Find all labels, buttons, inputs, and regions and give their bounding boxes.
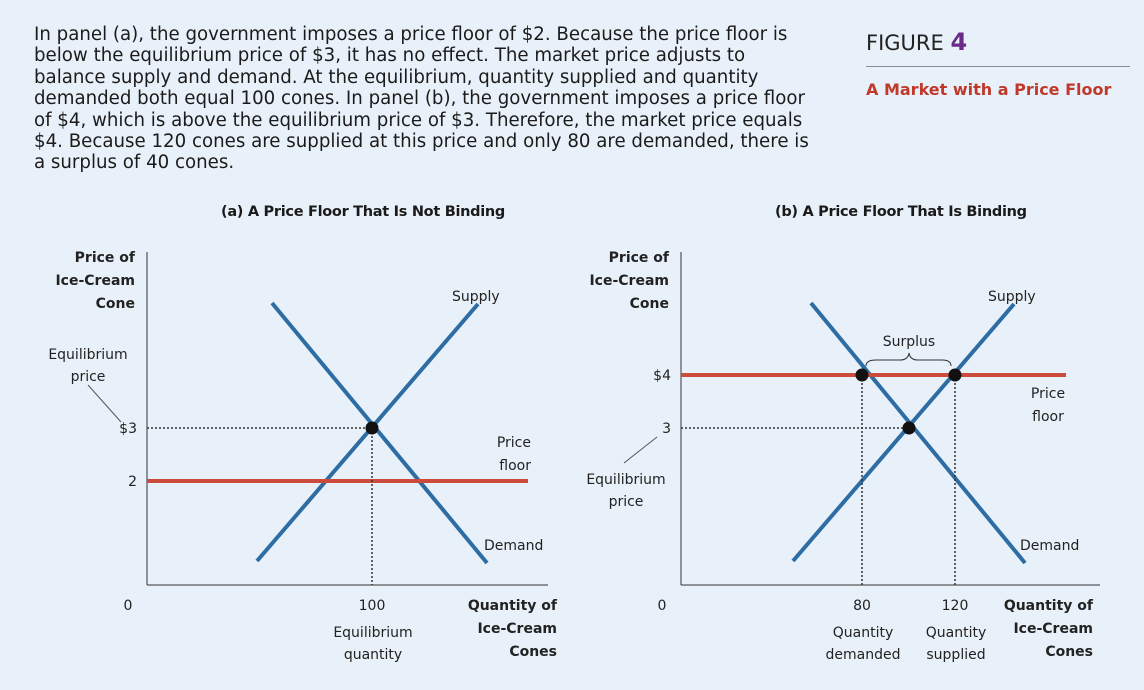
- panel-a-x-tick-label-1: 100: [359, 598, 386, 614]
- panel-b-demand-curve: [809, 301, 1027, 565]
- panel-b-y-label-line-2: Ice-Cream: [589, 273, 669, 289]
- panel-a-y-label-line-2: Ice-Cream: [55, 273, 135, 289]
- panel-b-equilibrium-price-pointer: [623, 436, 658, 464]
- panel-a-x-label-line-2: Ice-Cream: [477, 621, 557, 637]
- panel-a-equilibrium-price-annotation-line-1: Equilibrium: [48, 347, 127, 363]
- figure-label: FIGURE 4: [866, 28, 967, 56]
- panel-b-quantity-supplied-point: [948, 368, 962, 382]
- panel-a-title: (a) A Price Floor That Is Not Binding: [221, 204, 506, 220]
- panel-b-x-label-line-3: Cones: [1045, 644, 1093, 660]
- panel-a-price-floor-label-line-1: Price: [497, 435, 531, 451]
- panel-b-demand-label: Demand: [1020, 538, 1079, 554]
- panel-b-supply-curve: [791, 302, 1016, 563]
- panel-b-equilibrium-price-annotation-line-1: Equilibrium: [586, 472, 665, 488]
- panel-b-title: (b) A Price Floor That Is Binding: [775, 204, 1027, 220]
- panel-b-quantity-supplied-annotation-line-1: Quantity: [926, 625, 987, 641]
- panel-b-surplus-brace: [865, 352, 952, 367]
- panel-a-equilibrium-quantity-annotation-line-1: Equilibrium: [333, 625, 412, 641]
- panel-a-equilibrium-quantity-annotation-line-2: quantity: [344, 647, 402, 663]
- panel-b-price-floor-label-line-2: floor: [1032, 409, 1064, 425]
- panel-b-price-floor-label-line-1: Price: [1031, 386, 1065, 402]
- panel-b-equilibrium-point: [902, 421, 916, 435]
- panel-b-surplus-label: Surplus: [883, 334, 935, 350]
- panel-b-x-tick-label-1: 80: [853, 598, 871, 614]
- panel-a-demand-label: Demand: [484, 538, 543, 554]
- panel-a-y-tick-label-2: 2: [128, 474, 137, 490]
- panel-b-y-tick-label-2: 3: [662, 421, 671, 437]
- figure-title: A Market with a Price Floor: [866, 80, 1112, 99]
- panel-b-x-tick-label-2: 120: [942, 598, 969, 614]
- panel-a-y-label-line-1: Price of: [75, 250, 136, 266]
- panel-b-quantity-demanded-annotation-line-2: demanded: [826, 647, 901, 663]
- panel-b-x-label-line-1: Quantity of: [1004, 598, 1094, 614]
- panel-b-y-label-line-3: Cone: [630, 296, 669, 312]
- panel-a-x-label-line-3: Cones: [509, 644, 557, 660]
- panel-a-price-floor-label-line-2: floor: [499, 458, 531, 474]
- panel-a-demand-curve: [270, 301, 489, 565]
- figure-rule: [866, 66, 1130, 67]
- panel-a-supply-label: Supply: [452, 289, 500, 305]
- figure-number: 4: [950, 28, 968, 56]
- panel-a-x-label-line-1: Quantity of: [468, 598, 558, 614]
- panel-b-quantity-demanded-point: [855, 368, 869, 382]
- panel-a-equilibrium-price-pointer: [87, 384, 122, 423]
- panel-b-x-label-line-2: Ice-Cream: [1013, 621, 1093, 637]
- panel-a-origin-label: 0: [124, 598, 133, 614]
- figure-caption: In panel (a), the government imposes a p…: [34, 24, 809, 174]
- figure-label-text: FIGURE: [866, 31, 944, 55]
- panel-b-quantity-demanded-annotation-line-1: Quantity: [833, 625, 894, 641]
- panel-b-quantity-supplied-annotation-line-2: supplied: [926, 647, 985, 663]
- panel-a-equilibrium-point: [365, 421, 379, 435]
- panel-b-y-tick-label-1: $4: [653, 368, 671, 384]
- panel-b-supply-label: Supply: [988, 289, 1036, 305]
- panel-a-y-tick-label-1: $3: [119, 421, 137, 437]
- panel-a-equilibrium-price-annotation-line-2: price: [71, 369, 106, 385]
- panel-a-y-label-line-3: Cone: [96, 296, 135, 312]
- panel-b-equilibrium-price-annotation-line-2: price: [609, 494, 644, 510]
- panel-b-y-label-line-1: Price of: [609, 250, 670, 266]
- panel-b-origin-label: 0: [658, 598, 667, 614]
